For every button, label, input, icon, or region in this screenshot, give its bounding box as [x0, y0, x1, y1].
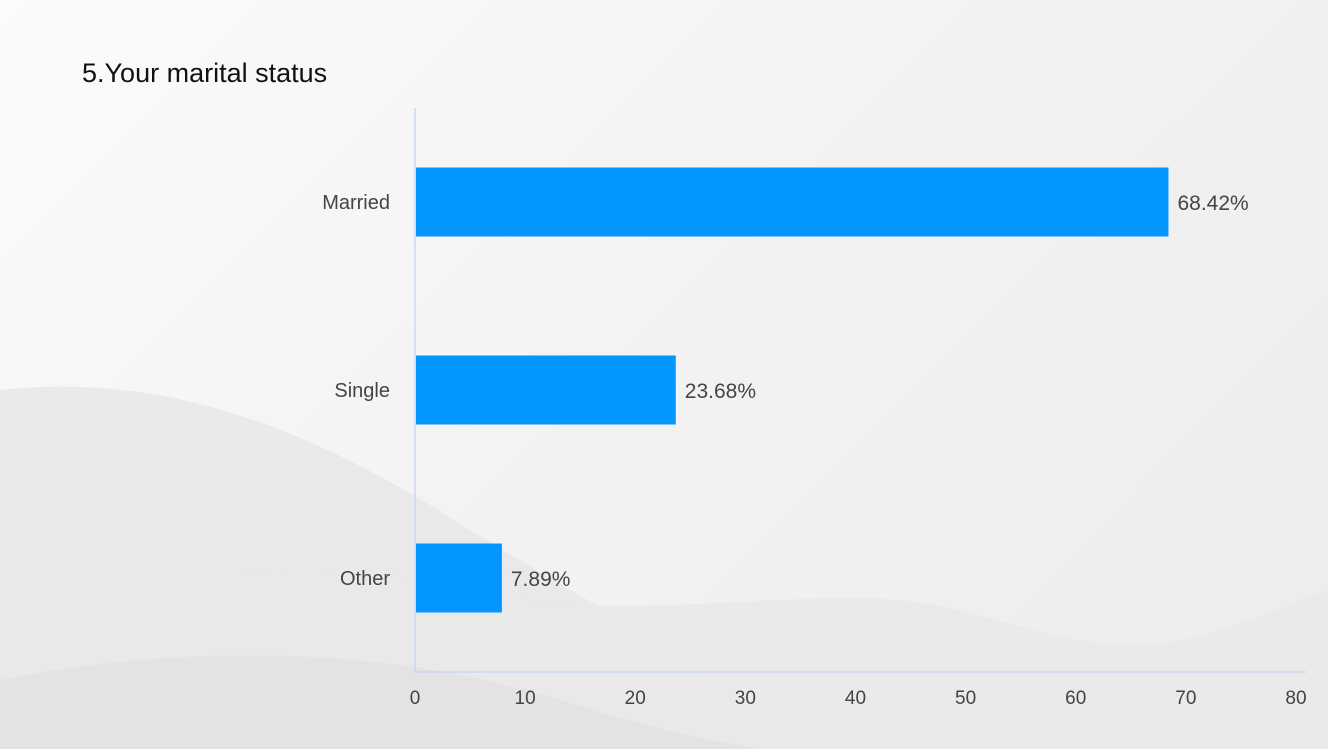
- x-tick-label: 50: [955, 688, 976, 709]
- bar-other: [416, 543, 502, 613]
- x-tick-label: 40: [845, 688, 866, 709]
- x-tick-label: 60: [1065, 688, 1086, 709]
- bar-single: [416, 355, 676, 425]
- x-tick-label: 0: [410, 688, 421, 709]
- category-label: Married: [322, 192, 390, 214]
- page-title: 5.Your marital status: [82, 58, 328, 88]
- x-tick-label: 10: [515, 688, 536, 709]
- data-label: 7.89%: [511, 568, 571, 591]
- x-tick-label: 30: [735, 688, 756, 709]
- bar-married: [416, 167, 1169, 237]
- x-tick-label: 20: [625, 688, 646, 709]
- category-label: Single: [334, 380, 390, 402]
- data-label: 68.42%: [1177, 192, 1248, 215]
- x-tick-label: 80: [1285, 688, 1306, 709]
- x-tick-label: 70: [1175, 688, 1196, 709]
- data-label: 23.68%: [685, 380, 756, 403]
- background-wave-front: [0, 655, 760, 749]
- category-label: Other: [340, 568, 390, 590]
